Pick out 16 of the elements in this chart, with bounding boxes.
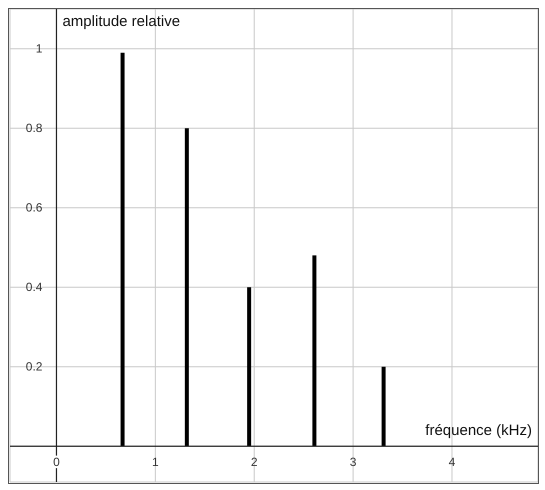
- x-tick-label: 3: [350, 455, 357, 470]
- x-tick-label: 2: [250, 455, 258, 470]
- y-tick-label: 0.6: [26, 200, 43, 215]
- x-tick-label: 4: [448, 455, 456, 470]
- x-axis-title: fréquence (kHz): [425, 422, 532, 440]
- bar: [247, 287, 252, 446]
- y-tick-label: 0.2: [26, 360, 43, 374]
- bar: [312, 255, 316, 446]
- x-tick-label: 1: [152, 455, 160, 470]
- bar: [382, 366, 386, 446]
- y-tick-label: 0.8: [26, 121, 43, 136]
- y-axis-title: amplitude relative: [62, 13, 180, 30]
- y-tick-label: 0.4: [26, 280, 43, 294]
- bar: [184, 128, 189, 446]
- bar: [120, 52, 125, 446]
- y-tick-label: 1: [36, 42, 43, 56]
